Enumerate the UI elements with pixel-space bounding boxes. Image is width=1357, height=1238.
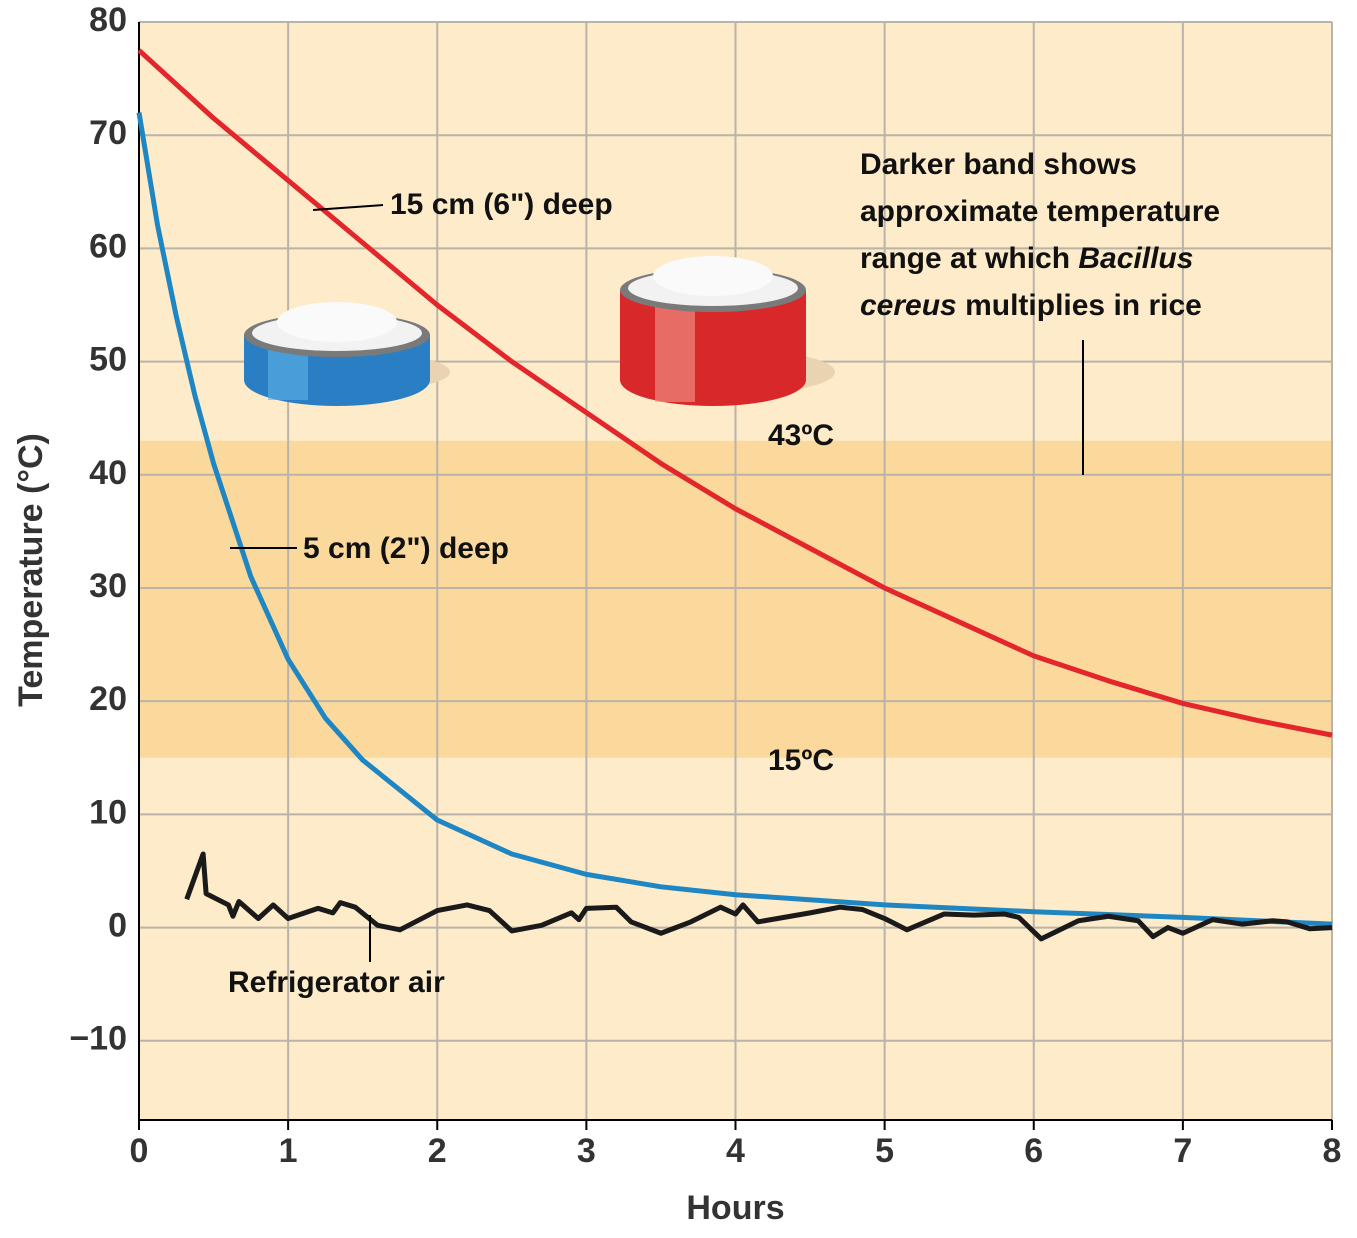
- band-note: Darker band shows: [860, 148, 1137, 181]
- band-label: 43ºC: [768, 419, 834, 452]
- y-tick-label: 20: [89, 680, 127, 718]
- series-label: 5 cm (2") deep: [303, 532, 509, 565]
- band-note-part: range at which: [860, 242, 1078, 275]
- band-note: range at which Bacillus: [860, 242, 1193, 275]
- series-line: [136, 112, 1333, 927]
- series-label: Refrigerator air: [228, 966, 445, 999]
- blue-bowl: [244, 302, 450, 406]
- x-tick-label: 6: [1024, 1132, 1043, 1170]
- overlay: 15 cm (6") deep 5 cm (2") deep Refrigerato…: [136, 48, 1333, 999]
- y-tick-label: 0: [108, 907, 127, 945]
- red-bowl: [620, 256, 835, 406]
- x-tick-label: 4: [726, 1132, 745, 1170]
- series-line: [184, 851, 1333, 942]
- x-tick-label: 7: [1173, 1132, 1192, 1170]
- band-note: approximate temperature: [860, 195, 1220, 228]
- y-tick-label: −10: [69, 1020, 127, 1058]
- leader-line: [312, 204, 384, 211]
- plot-area: −10 0 10 20 30 40 50 60 70 80 0 1 2 3 4 5 6 7 8 Hours Temper…: [12, 1, 1341, 1227]
- x-tick-label: 3: [577, 1132, 596, 1170]
- x-tick-label: 8: [1323, 1132, 1342, 1170]
- y-tick-label: 60: [89, 227, 127, 265]
- x-tick-label: 2: [428, 1132, 447, 1170]
- y-tick-label: 70: [89, 114, 127, 152]
- y-tick-label: 40: [89, 454, 127, 492]
- y-tick-label: 10: [89, 793, 127, 831]
- band-note-part: approximate temperature: [860, 195, 1220, 228]
- band-note-part: Bacillus: [1078, 242, 1193, 275]
- series-line: [137, 48, 1333, 738]
- band-label: 15ºC: [768, 744, 834, 777]
- series-label: 15 cm (6") deep: [390, 188, 613, 221]
- y-tick-label: 30: [89, 567, 127, 605]
- band-note: cereus multiplies in rice: [860, 289, 1202, 322]
- x-axis-title: Hours: [686, 1189, 784, 1227]
- band-note-part: multiplies in rice: [957, 289, 1202, 322]
- x-tick-label: 0: [130, 1132, 149, 1170]
- y-tick-label: 80: [89, 1, 127, 39]
- y-tick-label: 50: [89, 341, 127, 379]
- band-note-part: cereus: [860, 289, 957, 322]
- band-note-part: Darker band shows: [860, 148, 1137, 181]
- x-tick-label: 1: [279, 1132, 298, 1170]
- y-axis-title: Temperature (°C): [12, 433, 50, 707]
- x-tick-label: 5: [875, 1132, 894, 1170]
